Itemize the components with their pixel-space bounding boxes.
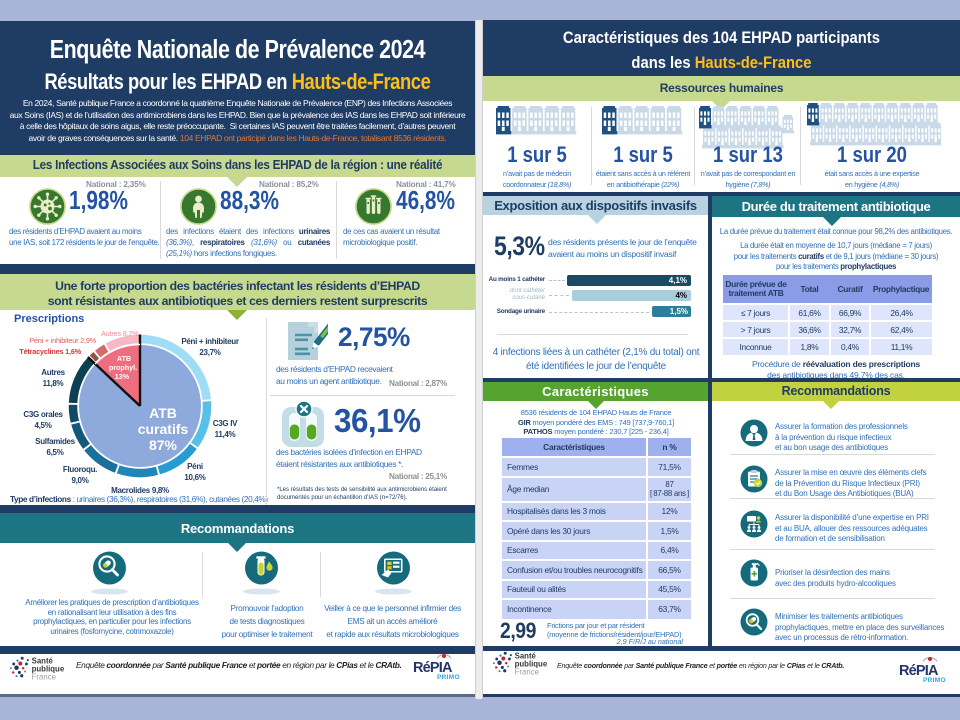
svg-text:PRIMO: PRIMO [437, 674, 460, 680]
svg-text:curatifs: curatifs [138, 421, 189, 437]
svg-text:prophyl.: prophyl. [109, 363, 137, 372]
svg-text:France: France [32, 673, 56, 681]
svg-text:13%: 13% [115, 372, 130, 381]
svg-text:PRIMO: PRIMO [923, 677, 946, 683]
svg-text:RéPIA: RéPIA [413, 660, 453, 676]
svg-text:ATB: ATB [149, 405, 177, 421]
svg-text:France: France [515, 668, 539, 676]
svg-text:Santé: Santé [515, 651, 537, 660]
svg-text:ATB: ATB [117, 354, 131, 363]
svg-text:publique: publique [515, 660, 548, 669]
svg-text:87%: 87% [149, 437, 178, 453]
svg-text:publique: publique [32, 665, 65, 674]
svg-text:Santé: Santé [32, 656, 54, 665]
svg-text:RéPIA: RéPIA [899, 663, 939, 679]
